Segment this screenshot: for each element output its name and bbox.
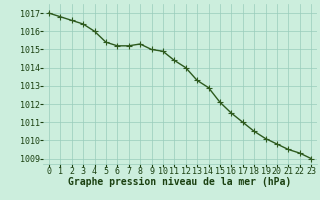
X-axis label: Graphe pression niveau de la mer (hPa): Graphe pression niveau de la mer (hPa) — [68, 177, 292, 187]
